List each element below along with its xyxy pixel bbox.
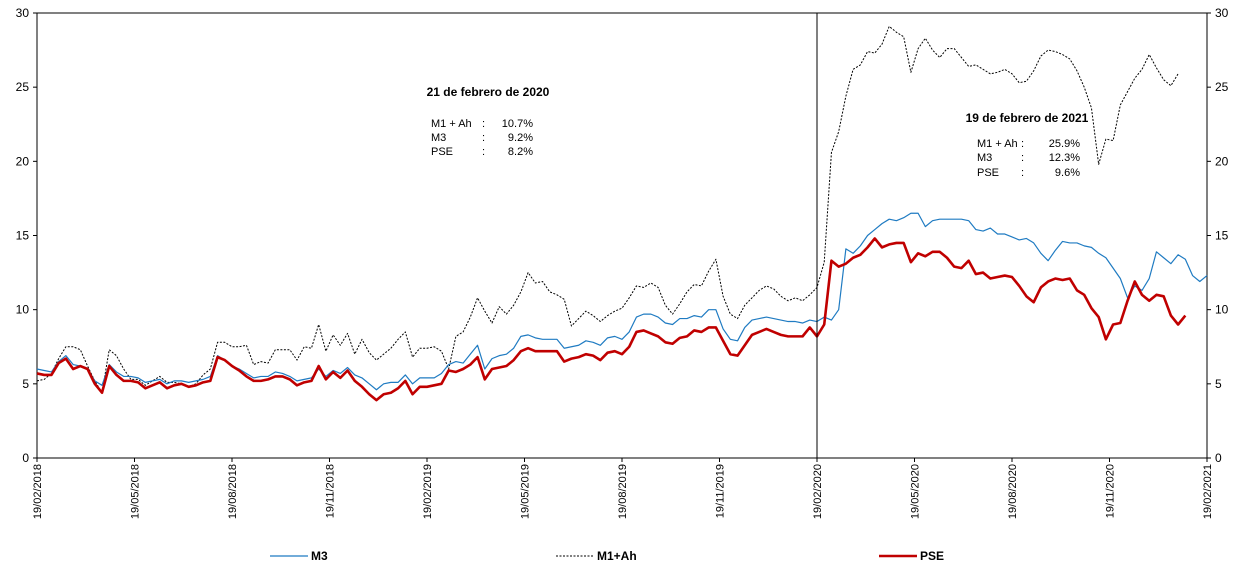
- legend: M3 M1+Ah PSE: [270, 549, 944, 563]
- x-tick-label: 19/11/2020: [1105, 464, 1117, 518]
- y-tick-label-left: 0: [22, 451, 29, 465]
- y-tick-label-right: 5: [1215, 377, 1222, 391]
- y-tick-label-right: 10: [1215, 303, 1229, 317]
- x-tick-label: 19/11/2018: [325, 464, 337, 518]
- annotation-2021-sep-2: :: [1021, 152, 1024, 164]
- series-line-pse: [36, 237, 1187, 402]
- annotation-2020-label-2: M3: [431, 132, 446, 144]
- annotation-2020-label-1: M1 + Ah: [431, 118, 472, 130]
- y-tick-label-left: 25: [16, 80, 30, 94]
- y-tick-label-left: 20: [16, 154, 30, 168]
- plot-frame: [36, 12, 1208, 459]
- series-line-m1ah: [36, 25, 1179, 394]
- legend-label-pse: PSE: [920, 549, 944, 563]
- legend-label-m3: M3: [311, 549, 328, 563]
- annotation-2020-sep-3: :: [482, 146, 485, 158]
- y-tick-label-right: 25: [1215, 80, 1229, 94]
- annotation-2021-value-2: 12.3%: [1049, 152, 1080, 164]
- y-tick-label-left: 15: [16, 229, 30, 243]
- annotation-2021-title: 19 de febrero de 2021: [966, 111, 1089, 125]
- y-tick-label-right: 15: [1215, 229, 1229, 243]
- series-lines: [36, 25, 1208, 402]
- x-tick-label: 19/02/2021: [1202, 464, 1214, 519]
- x-tick-label: 19/11/2019: [715, 464, 727, 518]
- annotation-2021-value-3: 9.6%: [1055, 167, 1080, 179]
- annotation-2021-label-2: M3: [977, 152, 992, 164]
- legend-label-m1ah: M1+Ah: [597, 549, 637, 563]
- axes: 0 5 10 15 20 25 30 0 5 10 15 20 25 30: [16, 6, 1229, 465]
- annotation-2020: 21 de febrero de 2020 M1 + Ah : 10.7% M3…: [427, 85, 550, 158]
- annotation-2021-sep-3: :: [1021, 167, 1024, 179]
- x-tick-label: 19/02/2018: [32, 464, 44, 519]
- y-tick-label-left: 5: [22, 377, 29, 391]
- annotation-2020-sep-1: :: [482, 118, 485, 130]
- y-tick-label-right: 0: [1215, 451, 1222, 465]
- x-tick-label: 19/02/2019: [422, 464, 434, 519]
- annotation-2021-label-3: PSE: [977, 167, 999, 179]
- annotation-2020-value-3: 8.2%: [508, 146, 533, 158]
- x-tick-label: 19/08/2020: [1007, 464, 1019, 519]
- annotation-2020-value-2: 9.2%: [508, 132, 533, 144]
- y-tick-label-right: 20: [1215, 154, 1229, 168]
- y-tick-label-left: 30: [16, 6, 30, 20]
- annotation-2020-sep-2: :: [482, 132, 485, 144]
- annotation-2020-title: 21 de febrero de 2020: [427, 85, 550, 99]
- x-tick-label: 19/02/2020: [812, 464, 824, 519]
- annotation-2021-label-1: M1 + Ah: [977, 138, 1018, 150]
- y-tick-label-left: 10: [16, 303, 30, 317]
- annotation-2021-sep-1: :: [1021, 138, 1024, 150]
- x-tick-label: 19/08/2019: [617, 464, 629, 519]
- x-tick-label: 19/08/2018: [227, 464, 239, 519]
- annotation-2020-value-1: 10.7%: [502, 118, 533, 130]
- x-tick-label: 19/05/2020: [910, 464, 922, 519]
- x-axis-ticks: 19/02/2018 19/05/2018 19/08/2018 19/11/2018…: [32, 458, 1214, 519]
- annotation-2021-value-1: 25.9%: [1049, 138, 1080, 150]
- y-tick-label-right: 30: [1215, 6, 1229, 20]
- x-tick-label: 19/05/2018: [130, 464, 142, 519]
- annotation-2021: 19 de febrero de 2021 M1 + Ah : 25.9% M3…: [966, 111, 1089, 179]
- annotation-2020-label-3: PSE: [431, 146, 453, 158]
- x-tick-label: 19/05/2019: [520, 464, 532, 519]
